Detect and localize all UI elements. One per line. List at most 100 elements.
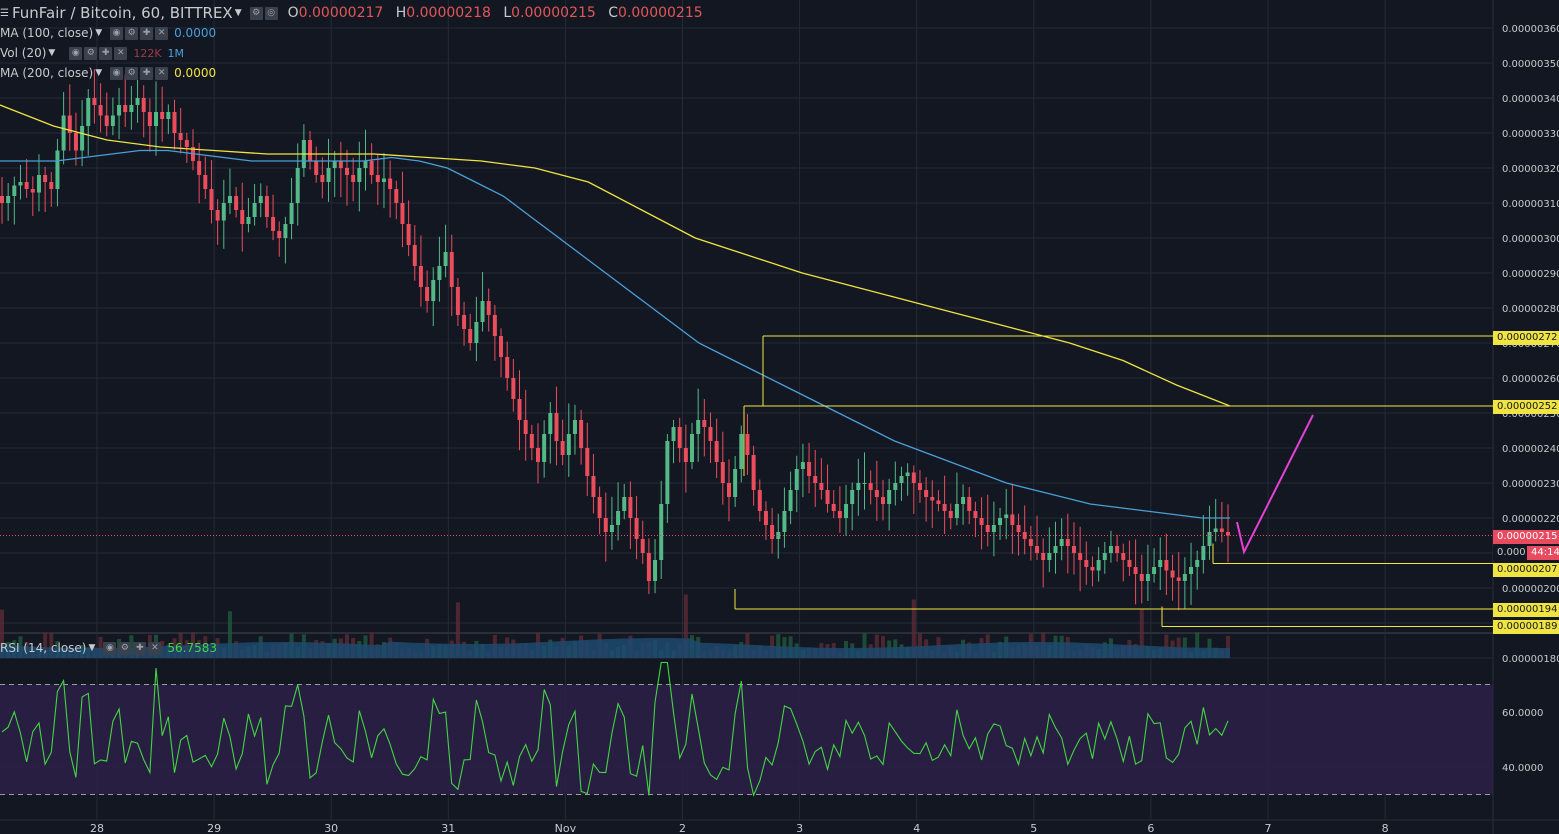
candle-body [702,420,707,427]
price-tick-label: 0.00000320 [1502,164,1559,175]
candle-body [49,182,54,189]
candle-body [431,280,436,301]
more-icon[interactable]: ✚ [140,26,154,40]
candle-body [529,434,534,448]
candle-body [117,105,122,116]
chart-title: FunFair / Bitcoin, 60, BITTREX [11,4,233,22]
volume-ma-value: 1M [167,46,185,60]
candle-body [18,182,23,186]
close-icon[interactable]: ✕ [155,26,169,40]
candle-body [942,504,947,511]
candle-body [856,483,861,490]
ma100-legend[interactable]: MA (100, close) ▼ ◉ ⚙ ✚ ✕ 0.0000 [0,26,216,40]
candle-body [160,112,165,119]
settings-icon[interactable]: ⚙ [125,26,139,40]
eye-icon[interactable]: ◉ [110,26,124,40]
volume-ma-area [0,638,1230,658]
candle-body [1059,539,1064,546]
volume-bar [880,636,885,658]
settings-icon[interactable]: ⚙ [118,641,132,655]
price-tick-label: 0.00000340 [1502,94,1559,105]
candle-body [455,287,460,315]
hide-icon[interactable]: ◎ [264,6,278,20]
candle-body [0,196,4,203]
rsi-legend[interactable]: RSI (14, close) ▼ ◉ ⚙ ✚ ✕ 56.7583 [0,641,217,655]
candle-body [61,115,66,151]
candle-body [203,175,208,189]
time-tick-label: 8 [1382,822,1389,834]
chevron-down-icon[interactable]: ▼ [48,48,56,58]
rsi-value: 56.7583 [167,641,218,655]
candle-body [1016,525,1021,532]
close-icon[interactable]: ✕ [148,641,162,655]
candle-body [887,490,892,504]
chevron-down-icon[interactable]: ▼ [234,8,242,18]
ma200-line [0,104,1231,407]
more-icon[interactable]: ✚ [140,66,154,80]
volume-bar [874,634,879,658]
more-icon[interactable]: ✚ [99,46,113,60]
settings-icon[interactable]: ⚙ [125,66,139,80]
candle-body [462,315,467,329]
settings-icon[interactable]: ⚙ [84,46,98,60]
close-icon[interactable]: ✕ [155,66,169,80]
collapse-icon[interactable]: ☰ [0,7,9,19]
volume-bar [683,594,688,658]
close-icon[interactable]: ✕ [114,46,128,60]
candle-body [499,336,504,357]
volume-legend[interactable]: Vol (20) ▼ ◉ ⚙ ✚ ✕ 122K 1M [0,46,184,60]
price-tick-label: 0.00000360 [1502,24,1559,35]
candle-body [443,252,448,266]
candle-body [166,112,171,119]
candle-body [1158,560,1163,567]
candle-body [954,504,959,518]
candle-body [813,476,818,483]
candle-body [197,161,202,175]
candle-body [831,504,836,511]
candle-body [55,150,60,189]
candle-body [363,161,368,168]
candle-body [252,203,257,217]
price-tick-label: 0.00000240 [1502,444,1559,455]
candle-body [683,448,688,462]
price-tick-label: 0.00000290 [1502,269,1559,280]
eye-icon[interactable]: ◉ [69,46,83,60]
candle-body [930,497,935,501]
price-tick-label: 0.00000280 [1502,304,1559,315]
candle-body [345,168,350,175]
candle-body [844,504,849,518]
candle-body [757,490,762,511]
chevron-down-icon[interactable]: ▼ [95,68,103,78]
candle-body [338,161,343,168]
candle-body [511,378,516,399]
ma100-label: MA (100, close) [0,26,94,40]
candle-body [554,413,559,441]
ohlc-open: 0.00000217 [298,5,384,21]
ohlc-high-key: H [395,5,407,21]
chevron-down-icon[interactable]: ▼ [88,643,96,653]
eye-icon[interactable]: ◉ [110,66,124,80]
ma200-legend[interactable]: MA (200, close) ▼ ◉ ⚙ ✚ ✕ 0.0000 [0,66,216,80]
candle-body [1065,539,1070,546]
candle-body [381,178,386,182]
candle-body [12,185,17,196]
volume-bar [917,633,922,658]
eye-icon[interactable]: ◉ [103,641,117,655]
candle-body [474,322,479,343]
candle-body [1133,567,1138,574]
candle-body [899,476,904,483]
candle-body [1145,574,1150,581]
candle-body [603,518,608,532]
candle-body [147,112,152,126]
candles [0,69,1230,611]
candle-body [696,420,701,434]
volume-bar [49,632,54,658]
candle-body [1164,560,1169,571]
candle-body [6,196,11,203]
ohlc-low-key: L [503,5,512,21]
candle-body [763,511,768,525]
chevron-down-icon[interactable]: ▼ [95,28,103,38]
settings-icon[interactable]: ⚙ [249,6,263,20]
more-icon[interactable]: ✚ [133,641,147,655]
